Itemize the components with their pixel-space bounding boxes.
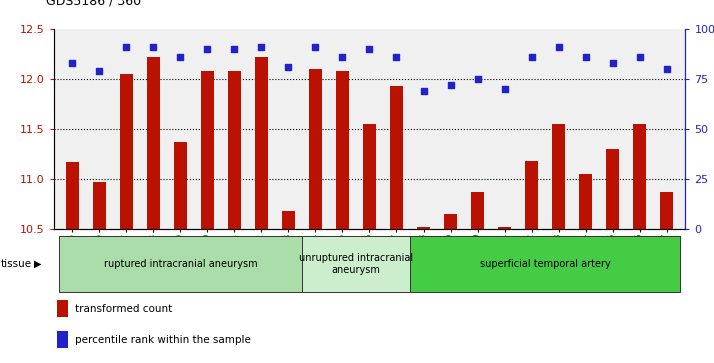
Point bbox=[66, 60, 78, 66]
Bar bbox=[283, 211, 295, 229]
Bar bbox=[553, 124, 565, 229]
Point bbox=[418, 88, 429, 94]
Bar bbox=[302, 236, 410, 292]
Point bbox=[363, 46, 376, 52]
Bar bbox=[56, 300, 68, 318]
Bar bbox=[309, 69, 321, 229]
Point bbox=[580, 54, 591, 60]
Point bbox=[472, 76, 483, 82]
Point bbox=[121, 44, 132, 50]
Bar bbox=[498, 227, 511, 229]
Bar bbox=[94, 182, 106, 229]
Bar bbox=[66, 162, 79, 229]
Bar bbox=[444, 214, 456, 229]
Bar bbox=[121, 74, 133, 229]
Bar bbox=[418, 227, 430, 229]
Point bbox=[553, 44, 564, 50]
Text: superficial temporal artery: superficial temporal artery bbox=[480, 259, 610, 269]
Point bbox=[310, 44, 321, 50]
Point bbox=[607, 60, 618, 66]
Bar bbox=[526, 161, 538, 229]
Bar bbox=[201, 71, 213, 229]
Point bbox=[283, 64, 294, 70]
Point bbox=[337, 54, 348, 60]
Bar bbox=[174, 142, 186, 229]
Text: ▶: ▶ bbox=[34, 259, 42, 269]
Point bbox=[94, 68, 105, 74]
Bar bbox=[336, 71, 348, 229]
Bar bbox=[633, 124, 645, 229]
Point bbox=[256, 44, 267, 50]
Bar bbox=[660, 192, 673, 229]
Bar bbox=[471, 192, 483, 229]
Point bbox=[634, 54, 645, 60]
Point bbox=[445, 82, 456, 88]
Bar bbox=[606, 149, 618, 229]
Text: tissue: tissue bbox=[1, 259, 32, 269]
Bar bbox=[56, 331, 68, 348]
Point bbox=[391, 54, 402, 60]
Text: transformed count: transformed count bbox=[75, 304, 172, 314]
Bar bbox=[391, 86, 403, 229]
Point bbox=[661, 66, 673, 72]
Text: unruptured intracranial
aneurysm: unruptured intracranial aneurysm bbox=[299, 253, 413, 275]
Point bbox=[499, 86, 511, 92]
Text: ruptured intracranial aneurysm: ruptured intracranial aneurysm bbox=[104, 259, 257, 269]
Point bbox=[148, 44, 159, 50]
Bar bbox=[580, 174, 592, 229]
Bar bbox=[256, 57, 268, 229]
Text: percentile rank within the sample: percentile rank within the sample bbox=[75, 335, 251, 345]
Bar bbox=[410, 236, 680, 292]
Bar bbox=[59, 236, 302, 292]
Point bbox=[526, 54, 537, 60]
Point bbox=[228, 46, 240, 52]
Bar bbox=[147, 57, 159, 229]
Bar bbox=[363, 124, 376, 229]
Point bbox=[175, 54, 186, 60]
Bar bbox=[228, 71, 241, 229]
Point bbox=[202, 46, 213, 52]
Text: GDS5186 / 360: GDS5186 / 360 bbox=[46, 0, 141, 7]
